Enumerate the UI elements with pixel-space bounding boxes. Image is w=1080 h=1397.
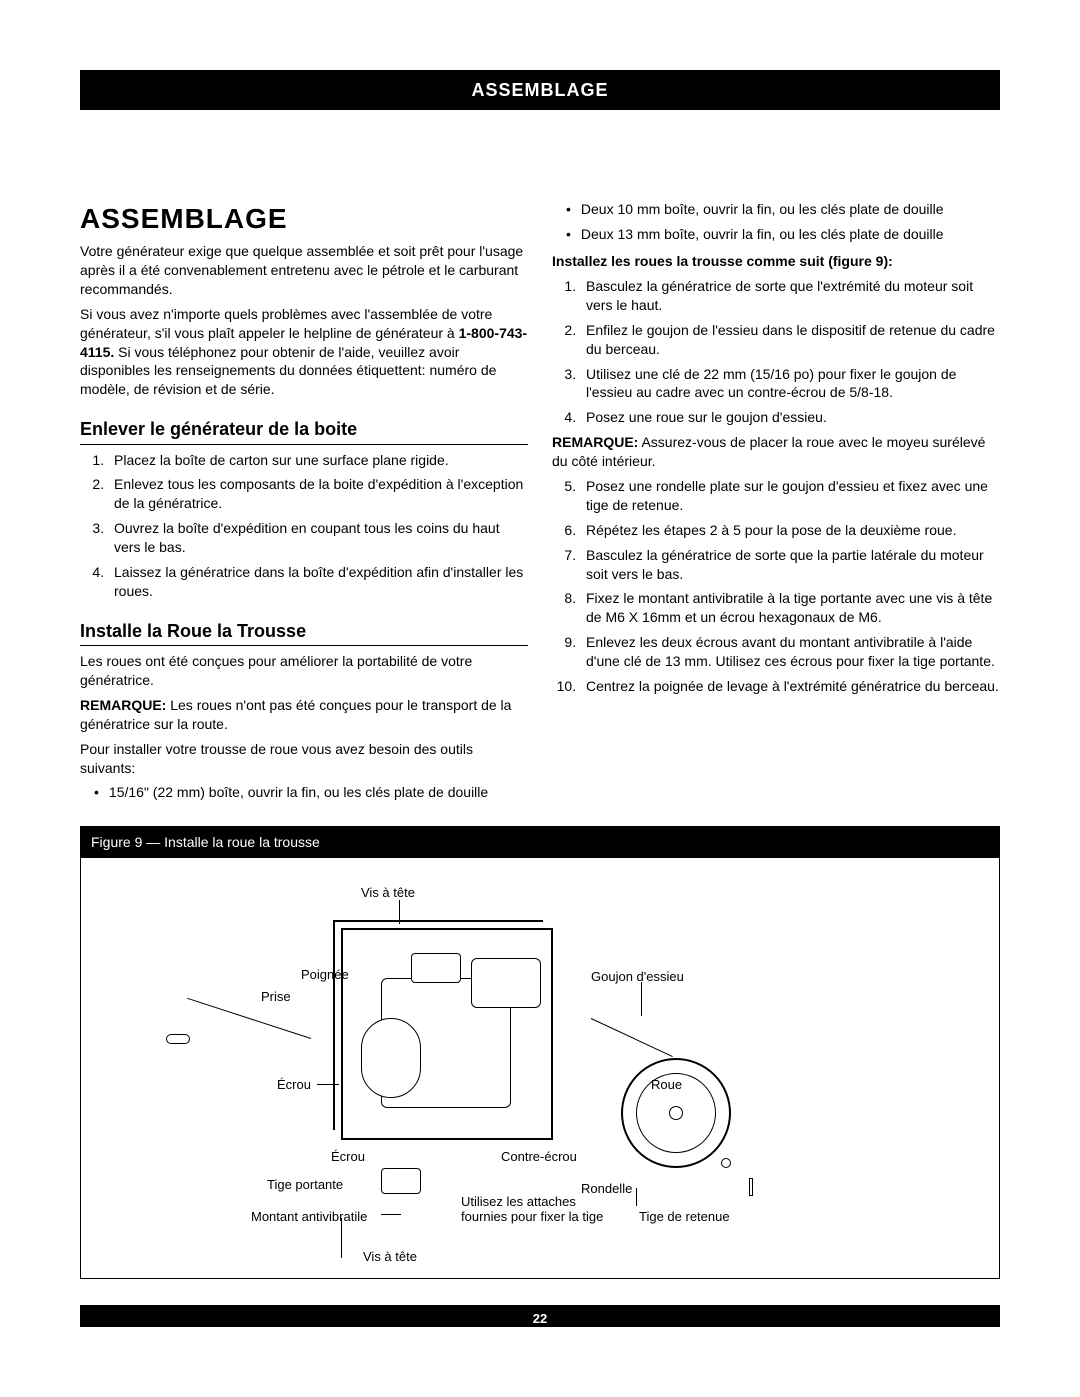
subheading-remove-box: Enlever le générateur de la boite (80, 417, 528, 444)
frame-right (551, 928, 553, 1138)
alternator (361, 1018, 421, 1098)
list-item: Fixez le montant antivibratile à la tige… (580, 589, 1000, 627)
intro-paragraph-1: Votre générateur exige que quelque assem… (80, 242, 528, 299)
label-ecrou-1: Écrou (277, 1076, 311, 1094)
air-filter (471, 958, 541, 1008)
install-steps-b: Posez une rondelle plate sur le goujon d… (552, 477, 1000, 696)
figure-caption-prefix: Figure 9 — (91, 834, 164, 850)
frame-left (341, 928, 343, 1138)
left-column: ASSEMBLAGE Votre générateur exige que qu… (80, 200, 528, 808)
footer-bar: 22 (80, 1305, 1000, 1327)
list-item: Deux 13 mm boîte, ouvrir la fin, ou les … (566, 225, 1000, 244)
tools-list: 15/16" (22 mm) boîte, ouvrir la fin, ou … (80, 783, 528, 802)
install-wheels-heading: Installez les roues la trousse comme sui… (552, 252, 1000, 271)
leader-line (381, 1214, 401, 1215)
list-item: Posez une rondelle plate sur le goujon d… (580, 477, 1000, 515)
tools-intro: Pour installer votre trousse de roue vou… (80, 740, 528, 778)
list-item: Enfilez le goujon de l'essieu dans le di… (580, 321, 1000, 359)
label-vis-tete-bottom: Vis à tête (363, 1248, 417, 1266)
list-item: Basculez la génératrice de sorte que l'e… (580, 277, 1000, 315)
frame-left2 (333, 920, 335, 1130)
wheel-intro: Les roues ont été conçues pour améliorer… (80, 652, 528, 690)
list-item: Placez la boîte de carton sur une surfac… (108, 451, 528, 470)
subheading-install-wheel: Installe la Roue la Trousse (80, 619, 528, 646)
list-item: Enlevez les deux écrous avant du montant… (580, 633, 1000, 671)
washer-icon (721, 1158, 731, 1168)
label-poignee: Poignée (301, 966, 349, 984)
handle-rod-icon (187, 998, 311, 1039)
label-montant: Montant antivibratile (251, 1208, 367, 1226)
figure-caption-bar: Figure 9 — Installe la roue la trousse (81, 827, 999, 858)
remark-1: REMARQUE: Les roues n'ont pas été conçue… (80, 696, 528, 734)
list-item: Ouvrez la boîte d'expédition en coupant … (108, 519, 528, 557)
page-number: 22 (519, 1307, 561, 1327)
label-contre-ecrou: Contre-écrou (501, 1148, 577, 1166)
label-attaches-2: fournies pour fixer la tige (461, 1208, 603, 1226)
grip-icon (166, 1034, 190, 1044)
frame-top (341, 928, 551, 930)
retainer-pin-icon (749, 1178, 753, 1196)
leader-line (636, 1188, 637, 1206)
figure-9: Figure 9 — Installe la roue la trousse V… (80, 826, 1000, 1279)
tank-top (411, 953, 461, 983)
list-item: Posez une roue sur le goujon d'essieu. (580, 408, 1000, 427)
list-item: Répétez les étapes 2 à 5 pour la pose de… (580, 521, 1000, 540)
right-column: Deux 10 mm boîte, ouvrir la fin, ou les … (552, 200, 1000, 808)
list-item: Utilisez une clé de 22 mm (15/16 po) pou… (580, 365, 1000, 403)
label-tige-retenue: Tige de retenue (639, 1208, 730, 1226)
label-prise: Prise (261, 988, 291, 1006)
main-heading: ASSEMBLAGE (80, 200, 528, 238)
remark-label: REMARQUE: (80, 697, 166, 713)
remark2-label: REMARQUE: (552, 434, 638, 450)
list-item: Deux 10 mm boîte, ouvrir la fin, ou les … (566, 200, 1000, 219)
label-vis-tete-top: Vis à tête (361, 884, 415, 902)
footer-rule-left (80, 1311, 515, 1325)
content-columns: ASSEMBLAGE Votre générateur exige que qu… (80, 200, 1000, 808)
label-tige-portante: Tige portante (267, 1176, 343, 1194)
figure-caption-text: Installe la roue la trousse (164, 834, 320, 850)
list-item: 15/16" (22 mm) boîte, ouvrir la fin, ou … (94, 783, 528, 802)
leader-line (399, 900, 400, 924)
label-roue: Roue (651, 1076, 682, 1094)
intro-p2-b: Si vous téléphonez pour obtenir de l'aid… (80, 344, 496, 398)
leader-line (317, 1084, 339, 1085)
frame-top2 (333, 920, 543, 922)
label-goujon: Goujon d'essieu (591, 968, 684, 986)
section-header-bar: ASSEMBLAGE (80, 70, 1000, 110)
remove-box-steps: Placez la boîte de carton sur une surfac… (80, 451, 528, 601)
axle-stud-icon (591, 1018, 673, 1057)
label-ecrou-2: Écrou (331, 1148, 365, 1166)
list-item: Centrez la poignée de levage à l'extrémi… (580, 677, 1000, 696)
remark-2: REMARQUE: Assurez-vous de placer la roue… (552, 433, 1000, 471)
list-item: Enlevez tous les composants de la boite … (108, 475, 528, 513)
intro-paragraph-2: Si vous avez n'importe quels problèmes a… (80, 305, 528, 399)
top-bullets: Deux 10 mm boîte, ouvrir la fin, ou les … (552, 200, 1000, 244)
section-header-title: ASSEMBLAGE (471, 80, 608, 100)
install-steps-a: Basculez la génératrice de sorte que l'e… (552, 277, 1000, 427)
list-item: Basculez la génératrice de sorte que la … (580, 546, 1000, 584)
leader-line (641, 982, 642, 1016)
footer-rule-right (565, 1311, 1000, 1325)
figure-body: Vis à tête Poignée Prise Écrou Écrou Tig… (81, 858, 999, 1278)
mount-bracket-icon (381, 1168, 421, 1194)
frame-bottom (341, 1138, 553, 1140)
list-item: Laissez la génératrice dans la boîte d'e… (108, 563, 528, 601)
label-rondelle: Rondelle (581, 1180, 632, 1198)
intro-p2-a: Si vous avez n'importe quels problèmes a… (80, 306, 492, 341)
